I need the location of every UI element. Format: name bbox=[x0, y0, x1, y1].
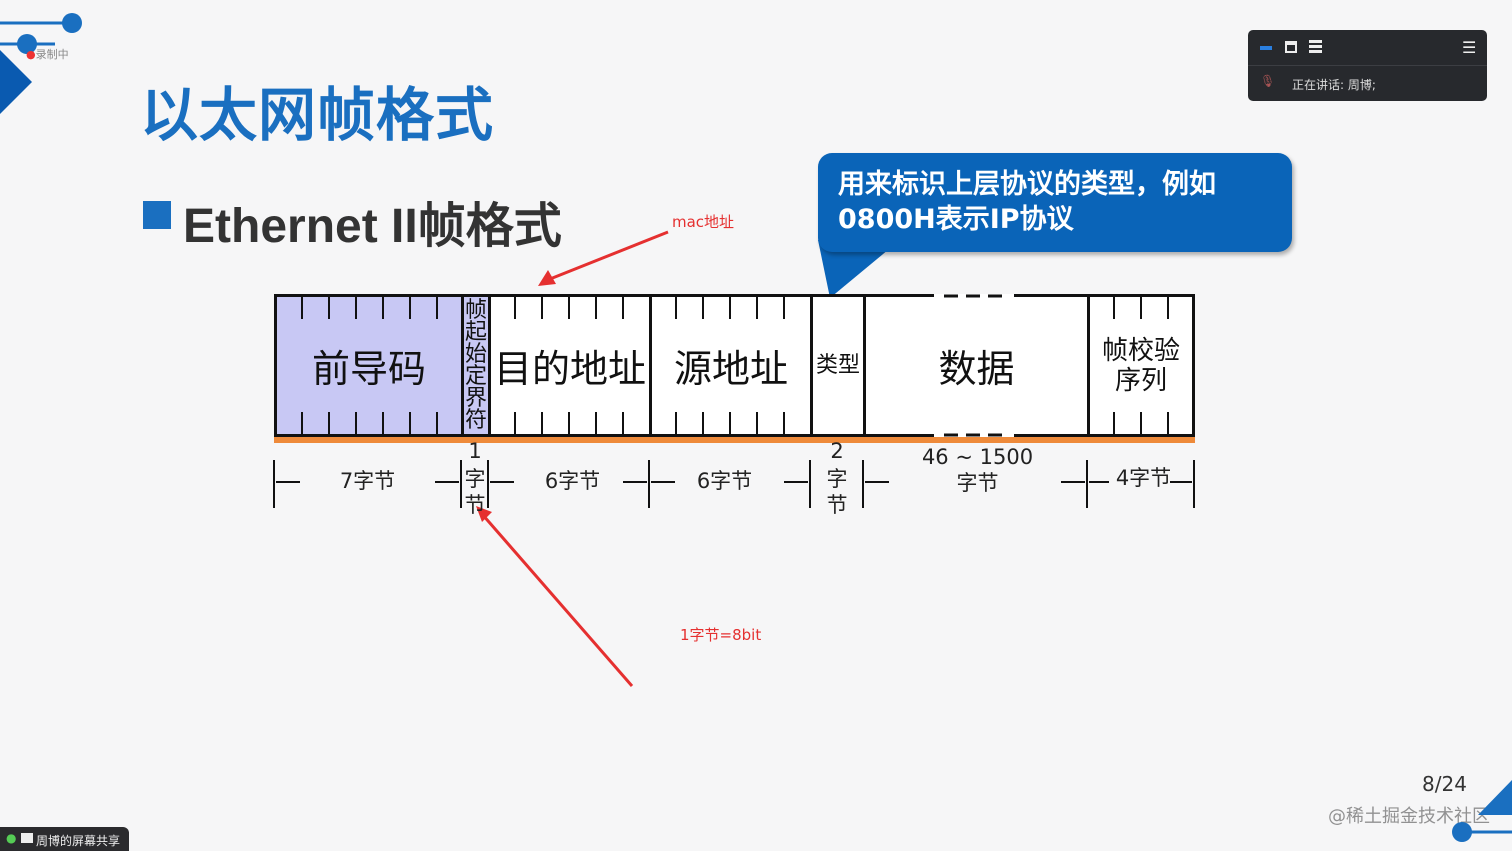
corner-decoration bbox=[0, 13, 82, 114]
field-sfd: 帧起始定界符 bbox=[464, 297, 491, 434]
subtitle: Ethernet II帧格式 bbox=[183, 200, 562, 253]
window-icon[interactable] bbox=[1285, 41, 1297, 53]
mac-arrow bbox=[549, 230, 669, 281]
byte-arrow bbox=[480, 513, 634, 687]
mic-muted-icon[interactable]: 🎙 bbox=[1260, 74, 1276, 88]
recording-label: 录制中 bbox=[35, 48, 69, 61]
meeting-panel: ☰ 🎙 正在讲话: 周博; bbox=[1248, 30, 1487, 101]
callout-bubble: 用来标识上层协议的类型，例如0800H表示IP协议 bbox=[818, 153, 1292, 252]
mic-icon: ● bbox=[6, 831, 17, 845]
size-fcs: 4字节 bbox=[1115, 466, 1172, 490]
screen-share-badge[interactable]: ● 周博的屏幕共享 bbox=[0, 827, 129, 851]
frame-ticks bbox=[301, 294, 1169, 437]
size-type-top: 2 bbox=[830, 439, 844, 463]
screen-icon bbox=[21, 833, 33, 843]
recording-indicator[interactable]: ●录制中 bbox=[26, 48, 69, 61]
minimize-icon[interactable] bbox=[1260, 46, 1272, 50]
callout-tail bbox=[818, 240, 900, 298]
size-data: 字节 bbox=[956, 471, 999, 495]
field-data: 数据 bbox=[866, 297, 1090, 434]
collapse-icon[interactable]: ☰ bbox=[1462, 38, 1477, 57]
ethernet-frame-diagram: 前导码 帧起始定界符 目的地址 源地址 类型 数据 帧校验序列 bbox=[274, 294, 1195, 437]
field-type: 类型 bbox=[813, 297, 866, 434]
byte-annotation: 1字节=8bit bbox=[680, 626, 762, 644]
screen-share-label: 周博的屏幕共享 bbox=[36, 834, 121, 848]
speaking-status: 正在讲话: 周博; bbox=[1292, 78, 1376, 92]
mac-annotation: mac地址 bbox=[672, 213, 735, 231]
size-preamble: 7字节 bbox=[339, 469, 396, 493]
corner-decoration-bottom bbox=[1452, 780, 1512, 842]
size-destination: 6字节 bbox=[544, 469, 601, 493]
size-data-top: 46 ~ 1500 bbox=[921, 445, 1034, 469]
field-preamble: 前导码 bbox=[277, 297, 464, 434]
page-title: 以太网帧格式 bbox=[140, 81, 495, 149]
field-destination: 目的地址 bbox=[491, 297, 652, 434]
size-arrows bbox=[273, 460, 1195, 508]
watermark: @稀土掘金技术社区 bbox=[1328, 806, 1490, 827]
page-number: 8/24 bbox=[1422, 772, 1467, 796]
field-fcs: 帧校验序列 bbox=[1102, 335, 1181, 396]
field-source: 源地址 bbox=[652, 297, 813, 434]
size-source: 6字节 bbox=[696, 469, 753, 493]
size-sfd: 字节 bbox=[464, 467, 486, 517]
list-icon[interactable] bbox=[1309, 40, 1322, 53]
bullet-square bbox=[143, 201, 171, 229]
size-type: 字节 bbox=[826, 467, 848, 517]
size-sfd-top: 1 bbox=[468, 439, 482, 463]
